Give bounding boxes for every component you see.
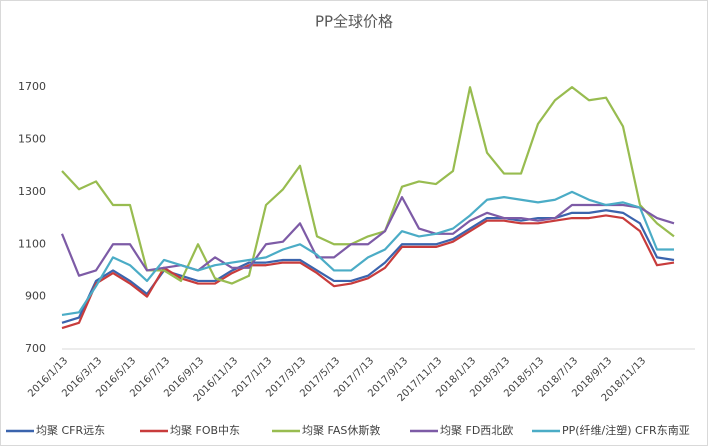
- y-tick-label: 1300: [18, 185, 46, 198]
- series-line: [60, 196, 675, 277]
- y-tick-label: 1500: [18, 133, 46, 146]
- legend-label: 均聚 FOB中东: [170, 424, 240, 437]
- y-tick-label: 900: [25, 290, 46, 303]
- series-line: [61, 190, 674, 317]
- legend-label: 均聚 CFR远东: [36, 424, 105, 437]
- legend-label: 均聚 FAS休斯敦: [302, 423, 380, 437]
- chart-title: PP全球价格: [315, 13, 393, 31]
- legend-label: PP(纤维/注塑) CFR东南亚: [562, 423, 690, 437]
- y-tick-label: 700: [25, 342, 46, 355]
- series-line: [61, 86, 675, 285]
- legend-label: 均聚 FD西北欧: [440, 424, 513, 437]
- y-tick-label: 1100: [18, 237, 46, 250]
- y-tick-label: 1700: [18, 80, 46, 93]
